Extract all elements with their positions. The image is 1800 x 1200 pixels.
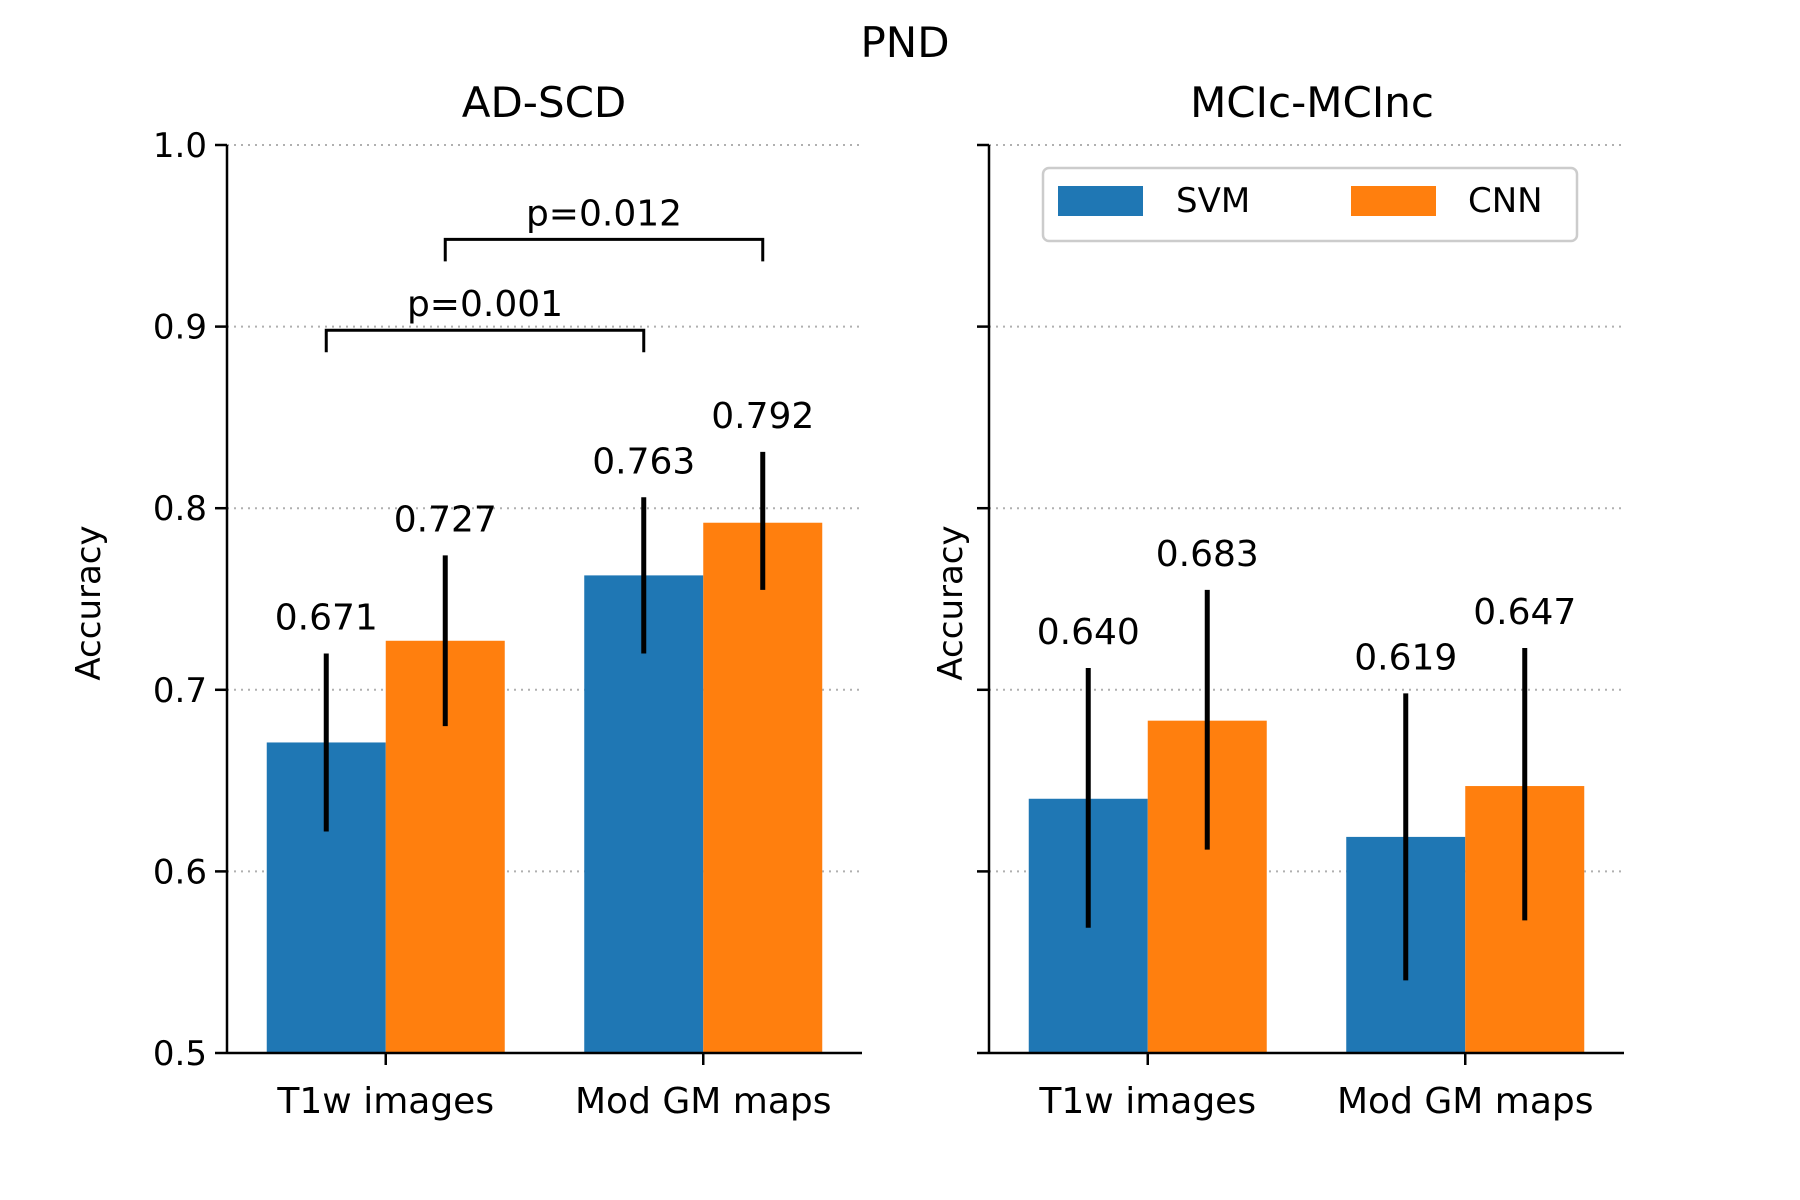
significance-bracket	[324, 328, 646, 353]
significance-bracket	[443, 237, 765, 262]
y-axis-label: Accuracy	[69, 525, 109, 680]
value-label: 0.619	[1354, 637, 1457, 678]
significance-label: p=0.001	[407, 284, 563, 325]
y-tick-label: 0.9	[153, 308, 207, 348]
significance-label: p=0.012	[526, 193, 682, 234]
y-tick-label: 1.0	[153, 126, 207, 166]
y-tick-label: 0.7	[153, 671, 207, 711]
y-tick-label: 0.8	[153, 489, 207, 529]
panel-title: AD-SCD	[462, 78, 627, 127]
value-label: 0.671	[275, 597, 378, 638]
value-label: 0.792	[711, 396, 814, 437]
x-tick-label: Mod GM maps	[1337, 1081, 1594, 1122]
value-label: 0.647	[1473, 592, 1576, 633]
value-label: 0.763	[592, 441, 695, 482]
figure-title: PND	[860, 18, 949, 67]
plot-area: 0.5 0.6 0.7 0.8 0.9 1.0 0.671 0.763 0.727 0.792 T1…	[153, 126, 862, 1122]
y-tick-label: 0.5	[153, 1034, 207, 1074]
legend-label-cnn: CNN	[1468, 181, 1543, 221]
value-label: 0.640	[1037, 612, 1140, 653]
legend: SVM CNN	[1041, 166, 1579, 243]
value-label: 0.683	[1156, 534, 1259, 575]
bar-svm	[584, 575, 704, 1053]
x-tick-label: Mod GM maps	[575, 1081, 832, 1122]
legend-swatch-cnn	[1351, 186, 1436, 216]
y-tick-label: 0.6	[153, 852, 207, 892]
panel-mcic-mcinc: MCIc-MCInc Accuracy 0.640 0.619 0.683 0.647…	[931, 78, 1624, 1122]
plot-area: 0.640 0.619 0.683 0.647 T1w images Mod GM map…	[977, 143, 1624, 1122]
panel-title: MCIc-MCInc	[1190, 78, 1434, 127]
legend-frame	[1041, 166, 1579, 243]
legend-swatch-svm	[1058, 186, 1143, 216]
x-tick-label: T1w images	[276, 1081, 494, 1122]
panel-ad-scd: AD-SCD Accuracy 0.50.60.70.80.91.00.6710…	[69, 78, 862, 1122]
bar-cnn	[703, 522, 823, 1053]
legend-label-svm: SVM	[1176, 181, 1250, 221]
y-axis-label: Accuracy	[931, 525, 971, 680]
x-tick-label: T1w images	[1038, 1081, 1256, 1122]
value-label: 0.727	[394, 499, 497, 540]
